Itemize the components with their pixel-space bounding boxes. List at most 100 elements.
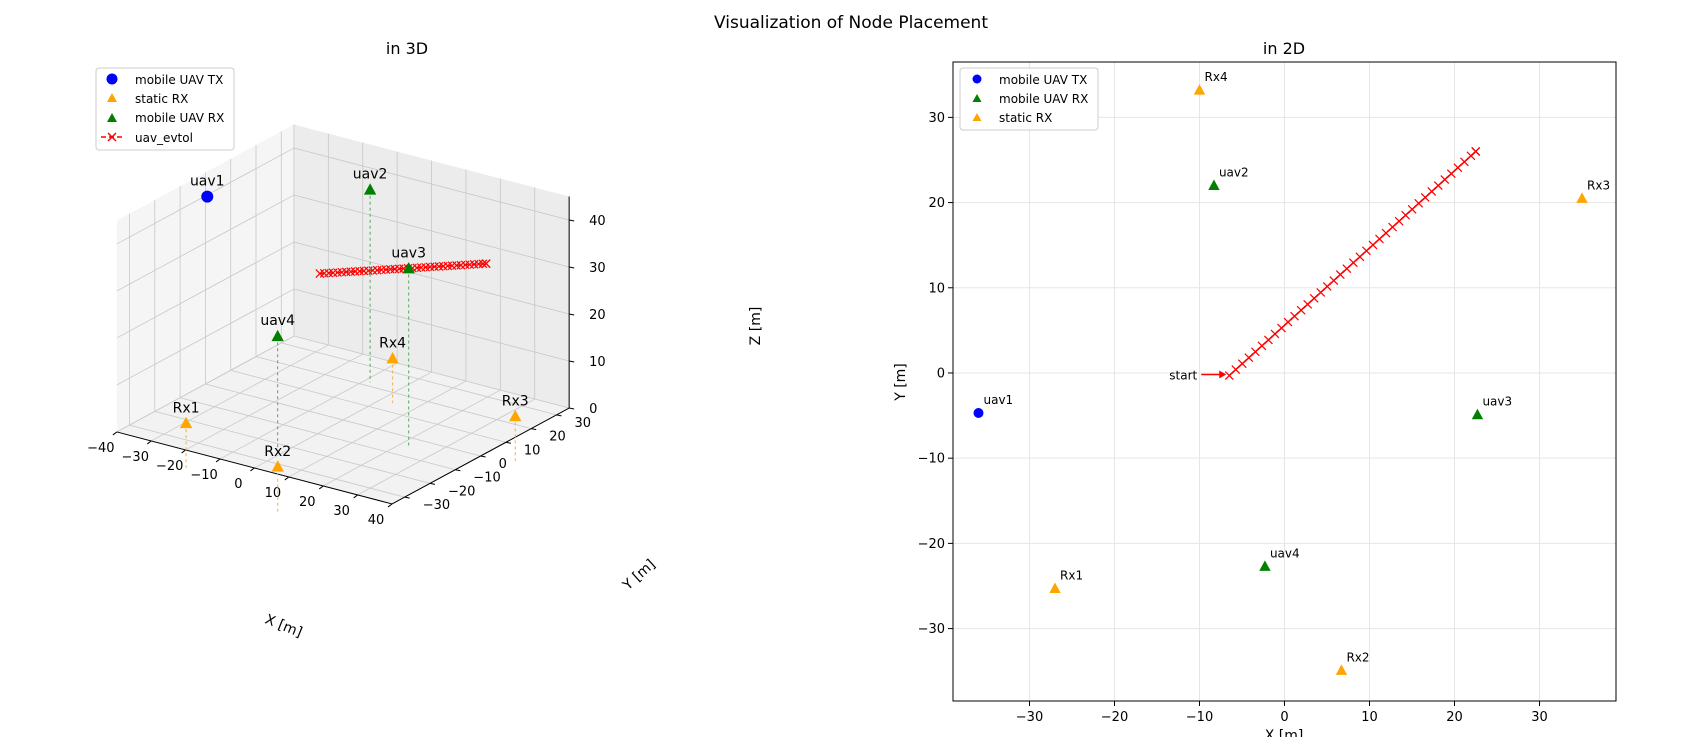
point-3d-uav4: [271, 329, 284, 342]
point-3d-Rx2: [271, 460, 284, 472]
chart-3d-xtick-mark: [181, 449, 186, 454]
chart-2d-ytick-label: 0: [937, 366, 945, 381]
point-3d-Rx3: [509, 409, 522, 422]
point-3d-uav3: [402, 262, 415, 274]
point-3d-uav2: [363, 183, 377, 195]
point-3d-label-uav2: uav2: [353, 167, 388, 183]
chart-3d-ytick-label: 30: [575, 416, 592, 431]
legend-marker-static-rx: [107, 93, 117, 102]
chart-2d-grid: [953, 62, 1616, 701]
chart-2d-xtick-label: −10: [1186, 710, 1213, 725]
chart-3d-xtick-mark: [387, 503, 393, 508]
point-3d-Rx4: [386, 351, 399, 364]
chart-3d-xtick-label: 40: [368, 513, 385, 528]
point-uav4: [1259, 560, 1271, 571]
chart-3d-xtick-mark: [146, 440, 152, 445]
chart-3d-xtick-label: 20: [299, 495, 316, 510]
chart-3d-ytick-label: 10: [524, 443, 541, 458]
chart-3d-grid-line: [293, 147, 570, 221]
chart-3d-axes: −40−30−20−10010203040−30−20−100102030010…: [87, 196, 606, 528]
chart-3d-ztick-label: 10: [589, 355, 606, 370]
chart-3d-grid-line: [116, 194, 295, 292]
point-3d-label-uav4: uav4: [260, 313, 295, 329]
chart-3d-ytick-label: −20: [448, 484, 475, 499]
chart-3d-ztick-mark: [569, 313, 575, 316]
chart-3d-legend-label: uav_evtol: [135, 131, 193, 145]
chart-3d-ztick-mark: [569, 407, 575, 410]
point-uav1: [973, 408, 984, 419]
chart-3d-xtick-mark: [215, 458, 221, 463]
chart-3d-grid-line: [116, 288, 295, 386]
chart-3d-xtick-label: 30: [333, 504, 350, 519]
point-3d-label-Rx4: Rx4: [379, 335, 406, 351]
chart-3d: in 3D −40−30−20−10010203040−30−20−100102…: [87, 39, 764, 641]
chart-2d-frame: [952, 61, 1617, 702]
chart-3d-grid-line: [116, 335, 295, 433]
chart-2d: in 2D −30 −20 −10 0 10 20 30 −30 −20 −10 0 10 20 30 s…: [893, 39, 1617, 737]
chart-3d-ytick-mark: [531, 428, 537, 431]
chart-3d-ztick-mark: [569, 219, 575, 222]
evtol-waypoint-marker-3d: [478, 259, 488, 269]
chart-3d-xlabel: X [m]: [263, 612, 305, 641]
chart-3d-xtick-label: −30: [122, 450, 149, 465]
chart-2d-ytick-label: 30: [928, 111, 945, 126]
evtol-waypoint-marker-3d: [481, 259, 491, 269]
chart-3d-grid-line: [129, 424, 405, 498]
chart-2d-ticks: −30 −20 −10 0 10 20 30 −30 −20 −10 0 10 20 30: [918, 111, 1548, 725]
chart-3d-ytick-mark: [480, 455, 486, 458]
chart-2d-legend-label: mobile UAV TX: [999, 73, 1087, 87]
chart-3d-ytick-mark: [429, 482, 436, 485]
chart-3d-grid-line: [179, 397, 456, 471]
chart-3d-ztick-mark: [569, 266, 575, 269]
chart-2d-xtick-label: 0: [1280, 710, 1288, 725]
legend-marker-uav-rx: [107, 113, 117, 122]
chart-3d-ytick-mark: [505, 441, 511, 444]
chart-3d-legend-frame: [95, 67, 235, 151]
chart-2d-xtick-label: −30: [1016, 710, 1043, 725]
point-3d-label-Rx2: Rx2: [264, 444, 291, 460]
legend-marker-uav-rx: [972, 94, 982, 102]
point-label-uav4: uav4: [1270, 546, 1300, 560]
chart-3d-ztick-mark: [569, 360, 575, 363]
evtol-waypoint-marker: [1471, 147, 1481, 156]
chart-3d-xtick-label: 0: [234, 477, 242, 492]
chart-3d-ylabel: Y [m]: [619, 557, 658, 595]
point-Rx2: [1335, 664, 1348, 675]
chart-2d-legend-frame: [959, 67, 1099, 131]
chart-3d-grid-line: [205, 383, 481, 457]
chart-3d-xtick-label: 10: [265, 486, 282, 501]
chart-3d-ytick-label: −10: [473, 471, 500, 486]
chart-3d-xtick-mark: [353, 494, 358, 499]
chart-3d-xtick-label: −20: [156, 459, 183, 474]
point-label-uav1: uav1: [984, 393, 1014, 407]
chart-3d-xtick-mark: [284, 476, 290, 481]
point-label-Rx2: Rx2: [1346, 650, 1369, 664]
chart-3d-ztick-label: 0: [589, 402, 597, 417]
chart-3d-legend-label: mobile UAV TX: [135, 73, 223, 87]
chart-3d-panes: [116, 124, 570, 504]
point-Rx1: [1049, 582, 1061, 594]
chart-2d-title: in 2D: [1263, 39, 1305, 58]
chart-3d-title: in 3D: [386, 39, 428, 58]
legend-marker-static-rx: [972, 113, 982, 121]
chart-2d-ytick-label: −20: [918, 537, 945, 552]
chart-3d-grid-line: [281, 342, 557, 416]
chart-2d-xtick-label: 30: [1531, 710, 1548, 725]
point-label-Rx4: Rx4: [1205, 70, 1228, 84]
chart-3d-grid-line: [293, 194, 570, 268]
chart-3d-xtick-label: −10: [190, 468, 217, 483]
start-arrow-head: [1219, 370, 1227, 379]
chart-2d-ytick-label: 10: [928, 281, 945, 296]
chart-3d-grid-line: [293, 288, 570, 362]
point-3d-Rx1: [179, 416, 193, 429]
chart-3d-grid-line: [116, 241, 295, 339]
point-uav2: [1208, 179, 1220, 191]
point-3d-label-uav3: uav3: [391, 246, 426, 262]
chart-3d-legend: mobile UAV TX static RX mobile UAV RX ua…: [95, 67, 235, 151]
chart-2d-xlabel: X [m]: [1265, 728, 1304, 737]
legend-marker-tx: [972, 74, 982, 84]
chart-3d-xtick-label: −40: [87, 441, 114, 456]
chart-3d-ytick-mark: [404, 496, 410, 499]
chart-3d-xtick-mark: [250, 467, 255, 472]
